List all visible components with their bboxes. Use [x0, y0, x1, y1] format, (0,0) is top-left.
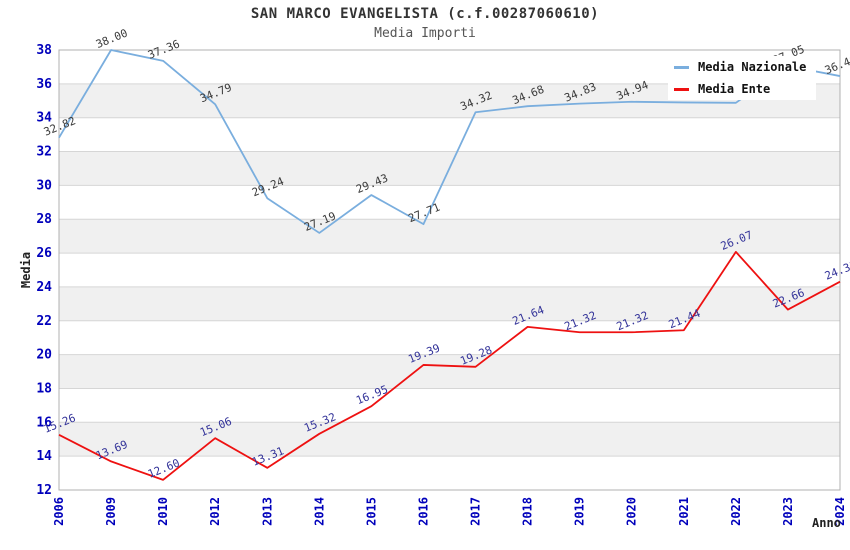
legend-line-swatch-red-icon [674, 87, 689, 91]
x-tick-label: 2013 [260, 497, 274, 526]
y-tick-label: 20 [36, 348, 52, 363]
x-tick-label: 2020 [625, 497, 639, 526]
y-tick-label: 30 [36, 178, 52, 193]
legend-label: Media Nazionale [698, 60, 807, 74]
x-tick-label: 2021 [677, 497, 691, 526]
data-label: 37.36 [146, 37, 182, 61]
y-tick-label: 32 [36, 145, 52, 160]
x-axis-title: Anno [812, 516, 841, 530]
x-tick-label: 2009 [104, 497, 118, 526]
plot-band [59, 219, 840, 254]
data-label: 36.46 [823, 53, 850, 77]
plot-band [59, 354, 840, 389]
y-tick-label: 12 [36, 483, 52, 498]
x-tick-label: 2024 [833, 497, 847, 526]
x-tick-label: 2023 [781, 497, 795, 526]
x-tick-label: 2018 [521, 497, 535, 526]
series-line-media-nazionale [58, 49, 841, 234]
y-tick-label: 18 [36, 381, 52, 396]
plot-band [59, 422, 840, 457]
legend: Media Nazionale Media Ente [668, 56, 816, 100]
x-tick-label: 2017 [469, 497, 483, 526]
x-tick-label: 2014 [312, 497, 326, 526]
y-tick-label: 22 [36, 314, 52, 329]
x-tick-label: 2019 [573, 497, 587, 526]
x-tick-label: 2012 [208, 497, 222, 526]
chart-title: SAN MARCO EVANGELISTA (c.f.00287060610) [250, 6, 600, 22]
data-label: 24.31 [823, 258, 850, 282]
y-tick-label: 38 [36, 43, 52, 58]
legend-item-media-ente[interactable]: Media Ente [674, 80, 816, 98]
y-tick-label: 36 [36, 77, 52, 92]
x-tick-label: 2015 [364, 497, 378, 526]
y-tick-label: 26 [36, 246, 52, 261]
y-tick-label: 16 [36, 415, 52, 430]
y-tick-label: 34 [36, 111, 52, 126]
x-tick-label: 2010 [156, 497, 170, 526]
plot-border [58, 49, 841, 491]
data-label: 38.00 [94, 27, 130, 51]
data-label: 12.60 [146, 456, 182, 480]
legend-line-swatch-blue-icon [674, 65, 689, 69]
x-tick-label: 2006 [52, 497, 66, 526]
x-tick-label: 2016 [416, 497, 430, 526]
x-tick-label: 2022 [729, 497, 743, 526]
chart-subtitle: Media Importi [374, 26, 476, 41]
y-tick-label: 24 [36, 280, 52, 295]
legend-label: Media Ente [698, 82, 771, 96]
series-line-media-ente [58, 250, 841, 481]
y-tick-label: 14 [36, 449, 52, 464]
y-tick-label: 28 [36, 212, 52, 227]
legend-item-media-nazionale[interactable]: Media Nazionale [674, 58, 816, 76]
plot-band [59, 286, 840, 321]
y-axis-title: Media [19, 252, 33, 288]
